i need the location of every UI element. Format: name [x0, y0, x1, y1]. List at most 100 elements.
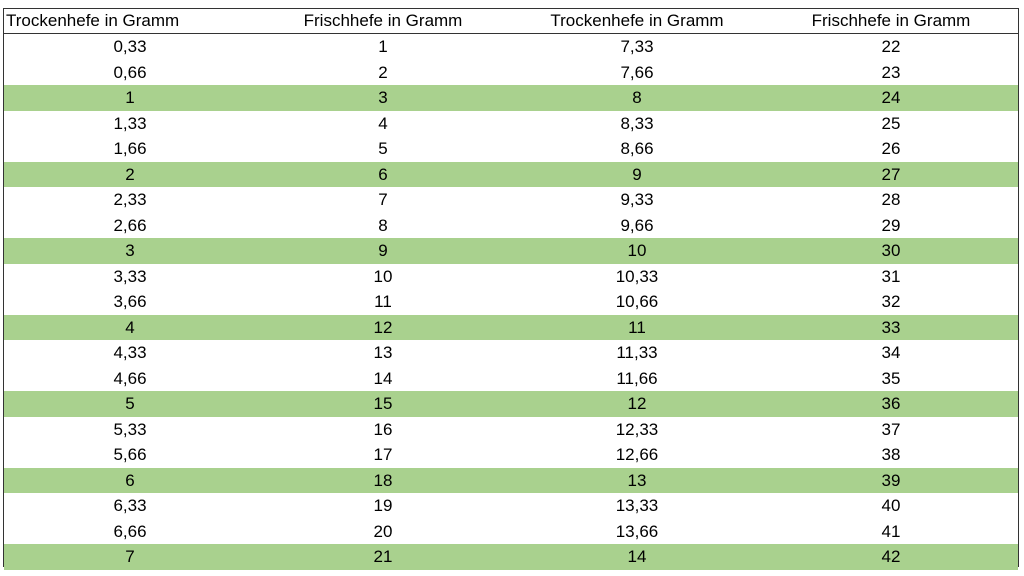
cell-dry-yeast-right: 8,66: [620, 139, 654, 159]
cell-fresh-yeast-left: 15: [256, 391, 510, 417]
cell-fresh-yeast-right: 31: [881, 266, 901, 286]
cell-dry-yeast-left: 3: [4, 238, 256, 264]
cell-dry-yeast-left: 1: [4, 85, 256, 111]
table-row: 2,33 7 9,33 28: [4, 187, 1018, 213]
cell-dry-yeast-left: 0,66: [113, 62, 147, 82]
table-row: 3,66 11 10,66 32: [4, 289, 1018, 315]
cell-dry-yeast-right: 7,66: [620, 62, 654, 82]
table-row: 7 21 14 42: [4, 544, 1018, 570]
cell-dry-yeast-left: 2,66: [113, 215, 147, 235]
cell-fresh-yeast-right: 27: [764, 161, 1018, 187]
table-row: 1,33 4 8,33 25: [4, 111, 1018, 137]
cell-fresh-yeast-right: 39: [764, 467, 1018, 493]
cell-dry-yeast-right: 12,66: [615, 445, 659, 465]
cell-dry-yeast-left: 4,66: [113, 368, 147, 388]
cell-fresh-yeast-right: 34: [881, 343, 901, 363]
table-body: 0,33 1 7,33 22 0,66 2 7,66 23 1 3 8 24 1,33 4 8,33 25 1,…: [4, 34, 1018, 570]
cell-fresh-yeast-left: 3: [256, 85, 510, 111]
header-row: Trockenhefe in Gramm Frischhefe in Gramm…: [4, 9, 1018, 34]
cell-fresh-yeast-right: 42: [764, 544, 1018, 570]
cell-fresh-yeast-left: 2: [378, 62, 388, 82]
table-row: 3,33 10 10,33 31: [4, 264, 1018, 290]
table-row: 5 15 12 36: [4, 391, 1018, 417]
header-dry-yeast-right: Trockenhefe in Gramm: [510, 9, 764, 34]
cell-fresh-yeast-right: 24: [764, 85, 1018, 111]
table-row: 6 18 13 39: [4, 467, 1018, 493]
cell-fresh-yeast-left: 18: [256, 467, 510, 493]
cell-fresh-yeast-left: 13: [373, 343, 393, 363]
cell-fresh-yeast-left: 4: [378, 113, 388, 133]
cell-fresh-yeast-left: 14: [373, 368, 393, 388]
cell-dry-yeast-right: 8,33: [620, 113, 654, 133]
table-row: 5,33 16 12,33 37: [4, 417, 1018, 443]
table-row: 2,66 8 9,66 29: [4, 213, 1018, 239]
yeast-conversion-table: Trockenhefe in Gramm Frischhefe in Gramm…: [4, 9, 1018, 570]
cell-fresh-yeast-left: 16: [373, 419, 393, 439]
cell-dry-yeast-right: 12: [510, 391, 764, 417]
cell-fresh-yeast-left: 19: [373, 496, 393, 516]
cell-dry-yeast-left: 6: [4, 467, 256, 493]
cell-fresh-yeast-left: 8: [378, 215, 388, 235]
cell-dry-yeast-left: 4,33: [113, 343, 147, 363]
cell-dry-yeast-right: 13,33: [615, 496, 659, 516]
table-row: 4,66 14 11,66 35: [4, 366, 1018, 392]
cell-dry-yeast-right: 8: [510, 85, 764, 111]
cell-dry-yeast-left: 2: [4, 161, 256, 187]
cell-fresh-yeast-right: 22: [881, 37, 901, 57]
cell-fresh-yeast-right: 41: [881, 521, 901, 541]
cell-fresh-yeast-left: 6: [256, 161, 510, 187]
table-row: 6,66 20 13,66 41: [4, 519, 1018, 545]
cell-fresh-yeast-left: 7: [378, 190, 388, 210]
cell-dry-yeast-left: 1,66: [113, 139, 147, 159]
header-fresh-yeast-right: Frischhefe in Gramm: [764, 9, 1018, 34]
cell-dry-yeast-left: 5: [4, 391, 256, 417]
header-dry-yeast-left: Trockenhefe in Gramm: [4, 9, 256, 34]
table-row: 0,66 2 7,66 23: [4, 60, 1018, 86]
cell-fresh-yeast-left: 21: [256, 544, 510, 570]
cell-fresh-yeast-right: 38: [881, 445, 901, 465]
cell-fresh-yeast-right: 28: [881, 190, 901, 210]
table-row: 4 12 11 33: [4, 314, 1018, 340]
cell-dry-yeast-left: 5,66: [113, 445, 147, 465]
table-row: 1,66 5 8,66 26: [4, 136, 1018, 162]
cell-dry-yeast-left: 5,33: [113, 419, 147, 439]
cell-dry-yeast-right: 14: [510, 544, 764, 570]
cell-dry-yeast-right: 9: [510, 161, 764, 187]
header-fresh-yeast-left: Frischhefe in Gramm: [256, 9, 510, 34]
cell-dry-yeast-left: 1,33: [113, 113, 147, 133]
table-row: 6,33 19 13,33 40: [4, 493, 1018, 519]
table-row: 2 6 9 27: [4, 161, 1018, 187]
cell-dry-yeast-right: 13,66: [615, 521, 659, 541]
cell-dry-yeast-right: 11,66: [616, 368, 658, 388]
cell-fresh-yeast-left: 17: [373, 445, 393, 465]
cell-fresh-yeast-left: 10: [373, 266, 393, 286]
cell-dry-yeast-left: 0,33: [113, 37, 147, 57]
cell-fresh-yeast-right: 25: [881, 113, 901, 133]
cell-fresh-yeast-left: 5: [378, 139, 388, 159]
cell-dry-yeast-left: 2,33: [113, 190, 147, 210]
cell-fresh-yeast-right: 37: [881, 419, 901, 439]
cell-dry-yeast-right: 10,33: [615, 266, 659, 286]
cell-dry-yeast-right: 10,66: [615, 292, 659, 312]
cell-dry-yeast-right: 7,33: [620, 37, 654, 57]
cell-dry-yeast-right: 13: [510, 467, 764, 493]
cell-dry-yeast-left: 7: [4, 544, 256, 570]
cell-fresh-yeast-right: 40: [881, 496, 901, 516]
cell-dry-yeast-left: 3,33: [113, 266, 147, 286]
cell-fresh-yeast-right: 32: [881, 292, 901, 312]
cell-dry-yeast-right: 9,66: [620, 215, 654, 235]
table-row: 1 3 8 24: [4, 85, 1018, 111]
cell-dry-yeast-right: 11,33: [616, 343, 658, 363]
cell-dry-yeast-right: 12,33: [615, 419, 659, 439]
table-row: 3 9 10 30: [4, 238, 1018, 264]
table-row: 4,33 13 11,33 34: [4, 340, 1018, 366]
cell-fresh-yeast-right: 36: [764, 391, 1018, 417]
cell-fresh-yeast-right: 29: [881, 215, 901, 235]
cell-dry-yeast-left: 6,66: [113, 521, 147, 541]
cell-fresh-yeast-right: 33: [764, 314, 1018, 340]
cell-dry-yeast-left: 6,33: [113, 496, 147, 516]
yeast-conversion-sheet: Trockenhefe in Gramm Frischhefe in Gramm…: [3, 8, 1019, 570]
cell-dry-yeast-left: 4: [4, 314, 256, 340]
cell-fresh-yeast-left: 9: [256, 238, 510, 264]
cell-fresh-yeast-right: 26: [881, 139, 901, 159]
